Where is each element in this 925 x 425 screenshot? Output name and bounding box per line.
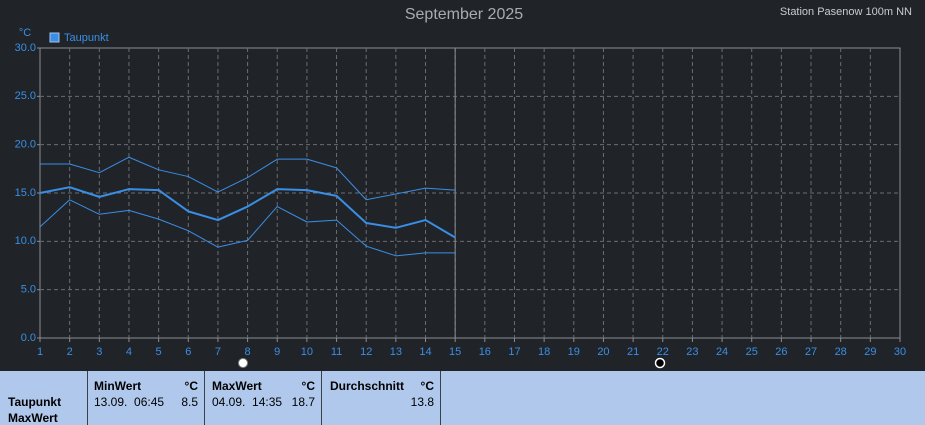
series-line bbox=[39, 186, 456, 239]
x-tick-label: 6 bbox=[185, 346, 191, 358]
x-tick-label: 12 bbox=[360, 346, 372, 358]
y-unit: °C bbox=[19, 27, 31, 39]
summary-table: Taupunkt MaxWert MinWert °C 13.09. 06:45… bbox=[0, 371, 925, 425]
x-tick-label: 11 bbox=[331, 346, 342, 358]
col-unit: °C bbox=[184, 379, 198, 393]
station-label: Station Pasenow 100m NN bbox=[780, 6, 912, 18]
y-tick-label: 20.0 bbox=[15, 139, 36, 151]
x-tick-label: 21 bbox=[627, 346, 639, 358]
x-tick-label: 4 bbox=[126, 346, 132, 358]
x-tick-label: 3 bbox=[96, 346, 102, 358]
col-value: 18.7 bbox=[291, 395, 315, 409]
x-tick-label: 16 bbox=[479, 346, 491, 358]
x-tick-label: 28 bbox=[835, 346, 847, 358]
y-tick-label: 5.0 bbox=[21, 284, 36, 296]
x-tick-label: 26 bbox=[775, 346, 787, 358]
col-unit: °C bbox=[301, 379, 315, 393]
x-tick-label: 9 bbox=[274, 346, 280, 358]
y-tick-label: 30.0 bbox=[15, 42, 36, 54]
col-unit: °C bbox=[420, 379, 434, 393]
x-tick-label: 7 bbox=[215, 346, 221, 358]
x-tick-label: 25 bbox=[746, 346, 758, 358]
x-tick-label: 29 bbox=[864, 346, 876, 358]
legend-swatch bbox=[49, 32, 60, 43]
col-value: 13.8 bbox=[410, 395, 434, 409]
x-tick-label: 15 bbox=[449, 346, 461, 358]
x-tick-label: 20 bbox=[597, 346, 609, 358]
series-line bbox=[40, 156, 456, 201]
col-header: MaxWert bbox=[212, 379, 262, 393]
y-tick-label: 10.0 bbox=[15, 235, 36, 247]
x-tick-label: 18 bbox=[538, 346, 550, 358]
row-label-cell: Taupunkt MaxWert bbox=[0, 371, 88, 425]
x-tick-label: 19 bbox=[568, 346, 580, 358]
x-tick-label: 17 bbox=[508, 346, 520, 358]
col-header: MinWert bbox=[94, 379, 142, 393]
series-line bbox=[39, 199, 456, 257]
x-tick-label: 5 bbox=[156, 346, 162, 358]
x-tick-label: 10 bbox=[301, 346, 313, 358]
y-tick-label: 0.0 bbox=[21, 332, 36, 344]
x-tick-label: 24 bbox=[716, 346, 728, 358]
x-tick-label: 2 bbox=[67, 346, 73, 358]
avg-cell: Durchschnitt °C 13.8 bbox=[322, 371, 441, 425]
x-tick-label: 23 bbox=[686, 346, 698, 358]
chart-title: September 2025 bbox=[405, 6, 523, 23]
moon-icon bbox=[238, 358, 248, 368]
row-label: Taupunkt bbox=[8, 395, 62, 409]
col-value: 8.5 bbox=[181, 395, 198, 409]
min-cell: MinWert °C 13.09. 06:45 8.5 bbox=[88, 371, 205, 425]
row-sublabel: MaxWert bbox=[8, 411, 58, 425]
x-tick-label: 13 bbox=[390, 346, 402, 358]
moon-icon bbox=[654, 357, 666, 369]
col-time: 04.09. 14:35 bbox=[212, 395, 283, 409]
x-tick-label: 22 bbox=[657, 346, 669, 358]
chart: September 2025 Station Pasenow 100m NN °… bbox=[15, 6, 912, 369]
y-tick-label: 25.0 bbox=[15, 90, 36, 102]
max-cell: MaxWert °C 04.09. 14:35 18.7 bbox=[205, 371, 322, 425]
x-tick-label: 27 bbox=[805, 346, 817, 358]
col-time: 13.09. 06:45 bbox=[94, 395, 165, 409]
y-tick-label: 15.0 bbox=[15, 187, 36, 199]
col-header: Durchschnitt bbox=[330, 379, 405, 393]
x-tick-label: 8 bbox=[245, 346, 251, 358]
x-tick-label: 30 bbox=[894, 346, 906, 358]
x-tick-label: 14 bbox=[419, 346, 431, 358]
legend-label: Taupunkt bbox=[64, 32, 109, 44]
x-tick-label: 1 bbox=[37, 346, 43, 358]
